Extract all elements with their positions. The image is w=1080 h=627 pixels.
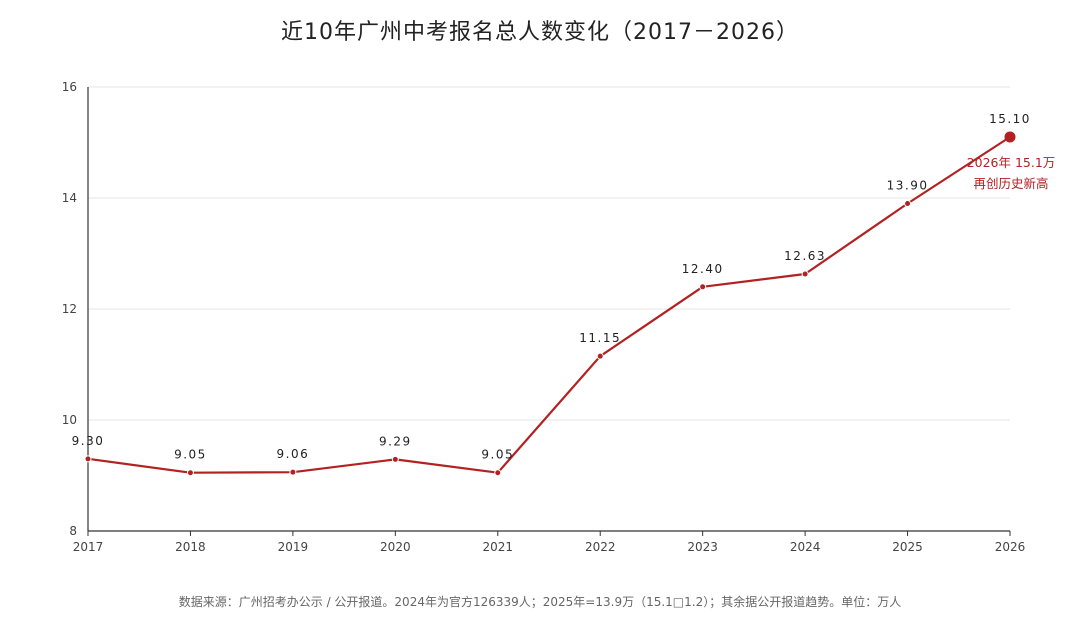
data-label: 12.40 (682, 262, 724, 276)
y-tick-label: 12 (62, 302, 77, 316)
x-tick-label: 2025 (892, 540, 923, 554)
x-tick-label: 2021 (483, 540, 514, 554)
data-point (596, 352, 604, 360)
data-label: 13.90 (887, 179, 929, 193)
source-note: 数据来源：广州招考办公示 / 公开报道。2024年为官方126339人；2025… (178, 595, 902, 609)
data-point (186, 469, 194, 477)
y-tick-label: 8 (69, 524, 77, 538)
x-tick-label: 2018 (175, 540, 206, 554)
x-tick-label: 2020 (380, 540, 411, 554)
y-tick-label: 14 (62, 191, 77, 205)
data-label: 9.30 (72, 434, 105, 448)
x-tick-label: 2024 (790, 540, 821, 554)
data-point (391, 455, 399, 463)
series-line (87, 136, 1011, 474)
data-point (494, 469, 502, 477)
highlight-point (1004, 131, 1016, 143)
data-label: 11.15 (579, 331, 621, 345)
data-point (84, 455, 92, 463)
x-tick-label: 2022 (585, 540, 616, 554)
data-label: 9.06 (277, 447, 310, 461)
x-tick-label: 2023 (687, 540, 718, 554)
data-label: 9.29 (379, 434, 412, 448)
annotation-text: 再创历史新高 (973, 176, 1048, 191)
x-tick-label: 2017 (73, 540, 104, 554)
data-label: 9.05 (481, 448, 514, 462)
data-point (801, 270, 809, 278)
chart-title: 近10年广州中考报名总人数变化（2017－2026） (281, 20, 799, 45)
annotation-text: 2026年 15.1万 (967, 155, 1056, 170)
x-tick-label: 2026 (995, 540, 1026, 554)
y-tick-label: 16 (62, 80, 77, 94)
data-point (289, 468, 297, 476)
data-point (699, 283, 707, 291)
x-tick-label: 2019 (278, 540, 309, 554)
data-point (904, 200, 912, 208)
data-label: 15.10 (989, 112, 1031, 126)
data-label: 9.05 (174, 448, 207, 462)
y-tick-label: 10 (62, 413, 77, 427)
data-label: 12.63 (784, 249, 826, 263)
